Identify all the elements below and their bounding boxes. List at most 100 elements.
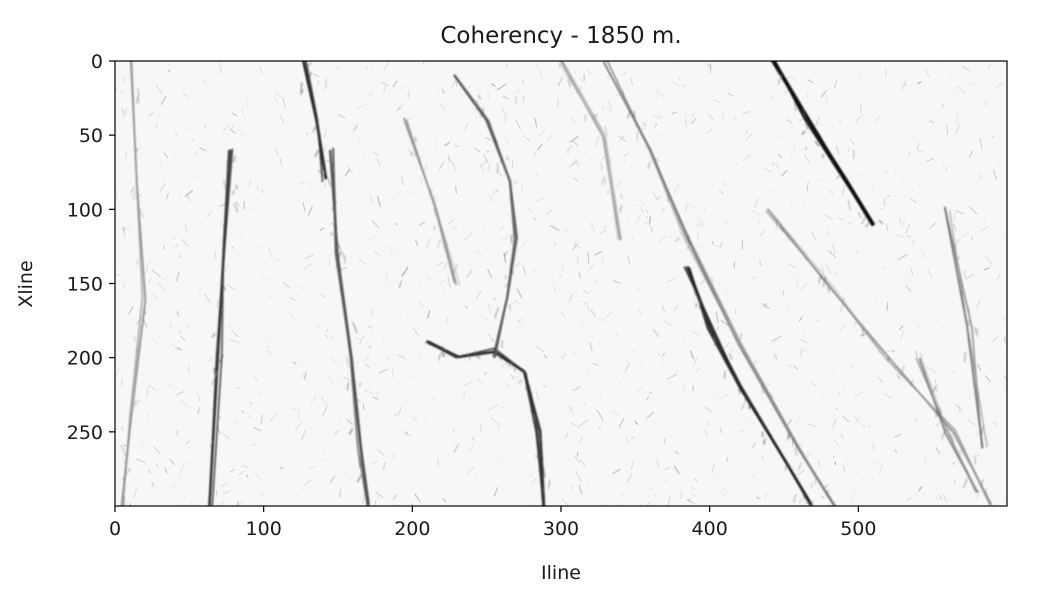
coherency-speckle (459, 490, 464, 494)
coherency-speckle (224, 440, 233, 447)
coherency-speckle (460, 325, 465, 330)
coherency-speckle (425, 237, 431, 249)
coherency-speckle (719, 427, 723, 434)
coherency-speckle (717, 86, 722, 90)
coherency-speckle (732, 162, 739, 166)
coherency-speckle (306, 374, 312, 381)
coherency-speckle (985, 436, 991, 447)
coherency-speckle (681, 464, 688, 475)
coherency-speckle (255, 389, 262, 397)
fault-fragment (505, 361, 508, 365)
coherency-speckle (301, 429, 306, 441)
coherency-speckle (333, 430, 337, 434)
fault-fragment (136, 259, 139, 265)
coherency-speckle (371, 70, 374, 74)
fault-fragment (354, 398, 360, 406)
coherency-speckle (369, 391, 375, 395)
coherency-speckle (323, 80, 328, 92)
coherency-speckle (764, 303, 767, 309)
coherency-speckle (989, 227, 999, 235)
coherency-speckle (196, 436, 199, 440)
coherency-speckle (997, 161, 1000, 165)
fault-fragment (475, 99, 480, 110)
fault-fragment (214, 371, 218, 378)
coherency-speckle (603, 374, 611, 383)
coherency-speckle (177, 330, 182, 335)
coherency-speckle (985, 375, 991, 383)
coherency-speckle (839, 119, 841, 124)
coherency-speckle (569, 293, 574, 302)
coherency-speckle (840, 433, 844, 440)
fault-fragment (792, 494, 797, 503)
coherency-speckle (775, 220, 778, 230)
coherency-speckle (475, 290, 482, 299)
coherency-speckle (942, 156, 945, 167)
coherency-speckle (504, 418, 508, 425)
coherency-speckle (834, 169, 838, 176)
fault-fragment (330, 232, 334, 237)
fault-fragment (784, 462, 788, 471)
fault-fragment (331, 207, 336, 215)
coherency-speckle (307, 317, 313, 323)
coherency-speckle (818, 178, 824, 181)
coherency-speckle (184, 223, 188, 233)
coherency-speckle (849, 138, 855, 145)
coherency-speckle (961, 65, 971, 72)
coherency-speckle (521, 79, 525, 84)
coherency-speckle (677, 420, 681, 426)
coherency-speckle (231, 246, 234, 249)
coherency-speckle (442, 498, 447, 503)
coherency-speckle (726, 456, 729, 462)
coherency-speckle (995, 493, 999, 502)
coherency-speckle (266, 345, 269, 349)
x-axis-label: Iline (541, 562, 581, 584)
coherency-speckle (617, 213, 624, 219)
coherency-speckle (487, 268, 493, 279)
coherency-speckle (310, 400, 313, 411)
coherency-speckle (453, 443, 460, 453)
coherency-speckle (872, 443, 875, 451)
fault-fragment (358, 457, 362, 468)
coherency-speckle (501, 405, 506, 411)
fault-fragment (129, 186, 135, 195)
coherency-speckle (739, 103, 746, 107)
coherency-speckle (903, 480, 907, 488)
fault-fragment (223, 179, 226, 190)
coherency-speckle (916, 142, 920, 150)
coherency-speckle (282, 349, 288, 354)
fault-fragment (503, 250, 509, 257)
coherency-speckle (694, 357, 698, 364)
coherency-speckle (450, 80, 456, 89)
coherency-speckle (925, 112, 930, 116)
coherency-speckle (304, 371, 307, 377)
coherency-speckle (946, 124, 949, 135)
coherency-speckle (807, 485, 813, 490)
coherency-speckle (277, 220, 282, 226)
coherency-speckle (811, 231, 817, 241)
coherency-speckle (886, 302, 889, 312)
coherency-speckle (557, 76, 564, 87)
coherency-speckle (269, 412, 277, 423)
coherency-speckle (967, 418, 977, 426)
coherency-speckle (795, 414, 801, 424)
coherency-speckle (246, 474, 249, 478)
coherency-speckle (622, 457, 627, 465)
coherency-speckle (561, 353, 567, 358)
coherency-speckle (235, 386, 240, 390)
coherency-speckle (996, 262, 1001, 273)
coherency-speckle (158, 114, 161, 119)
coherency-speckle (243, 201, 246, 210)
coherency-speckle (169, 458, 176, 466)
coherency-speckle (909, 279, 915, 282)
coherency-speckle (261, 189, 264, 194)
coherency-speckle (828, 250, 837, 259)
coherency-speckle (630, 347, 638, 353)
fault-fragment (818, 275, 822, 284)
coherency-speckle (751, 472, 756, 479)
coherency-speckle (490, 89, 497, 96)
coherency-speckle (398, 243, 403, 247)
coherency-speckle (160, 95, 167, 106)
coherency-speckle (214, 267, 223, 275)
coherency-speckle (256, 433, 259, 438)
coherency-speckle (296, 405, 301, 415)
